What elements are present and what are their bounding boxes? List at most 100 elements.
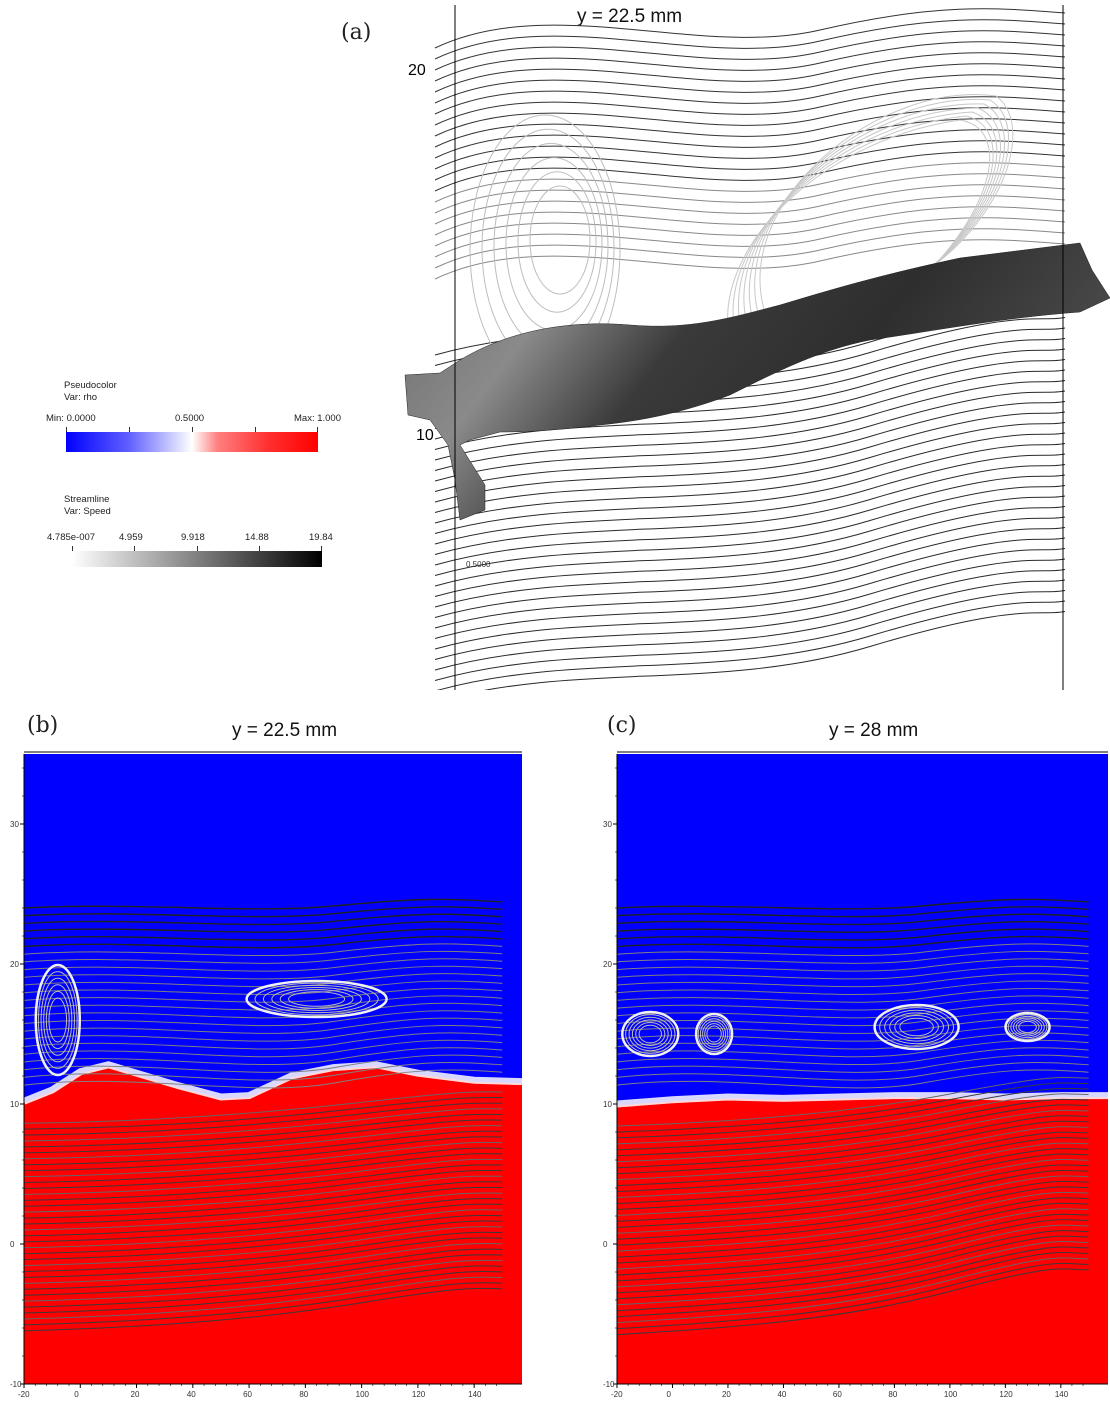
streamline (434, 41, 1066, 82)
panel-a-label: (a) (341, 20, 372, 45)
vortex-streamline (245, 979, 388, 1019)
vortex-streamline (759, 94, 1014, 319)
streamline (23, 1164, 503, 1201)
streamline (434, 590, 1066, 681)
vortex-streamline (727, 119, 991, 341)
streamline (23, 1010, 503, 1027)
vortex-streamline (631, 1019, 669, 1049)
streamline (616, 950, 1089, 964)
density-isosurface (404, 242, 1110, 521)
streamline (616, 1224, 1089, 1288)
vortex-streamline (754, 98, 1010, 321)
streamline (616, 1093, 1089, 1145)
streamline (23, 1209, 503, 1249)
streamline (434, 443, 1066, 534)
streamline-tick-label: 4.785e-007 (47, 532, 96, 543)
streamline (616, 1213, 1089, 1276)
streamline (23, 1259, 503, 1302)
vortex-streamline (34, 963, 82, 1077)
vortex-streamline (625, 1014, 676, 1054)
streamline (616, 1142, 1089, 1199)
streamline (434, 474, 1066, 566)
streamline-colorbar (72, 551, 322, 567)
streamline (616, 1202, 1089, 1264)
streamline (616, 1069, 1089, 1089)
streamline (23, 1254, 503, 1296)
streamline-tick-label: 9.918 (181, 532, 205, 543)
vortex-streamline (1012, 1017, 1043, 1037)
streamline (23, 928, 503, 941)
streamline (616, 1087, 1089, 1139)
streamline (23, 1287, 503, 1332)
streamline (434, 485, 1066, 576)
streamline (434, 369, 1066, 461)
streamline (616, 1186, 1089, 1246)
pseudocolor-legend: Pseudocolor Var: rho Min: 0.0000 0.5000 … (46, 380, 360, 460)
y-tick-label: 0 (10, 1240, 15, 1249)
streamline-tick-label: 4.959 (119, 532, 143, 543)
streamline (616, 1241, 1089, 1306)
streamline (23, 1265, 503, 1308)
streamline (616, 987, 1089, 1003)
streamline (616, 1175, 1089, 1234)
streamline (434, 74, 1066, 115)
streamline (23, 950, 503, 964)
streamline (616, 1137, 1089, 1193)
vortex-streamline (262, 984, 371, 1014)
streamline (23, 995, 503, 1011)
streamline (434, 432, 1066, 524)
streamline (434, 537, 1066, 629)
vortex-streamline (884, 1009, 950, 1045)
heavy-fluid-region (617, 1095, 1108, 1384)
vortex-streamline (635, 1022, 666, 1046)
streamline (616, 1109, 1089, 1163)
x-tick-label: 140 (1055, 1390, 1069, 1399)
streamline (434, 239, 1066, 280)
y-tick-label: 10 (10, 1100, 19, 1109)
streamline (23, 1102, 503, 1136)
streamline (23, 1181, 503, 1219)
vortex-streamline (704, 1023, 724, 1045)
vortex-streamline (1015, 1019, 1040, 1035)
streamline (616, 1047, 1089, 1066)
streamline (434, 96, 1066, 137)
x-tick-label: 80 (299, 1390, 308, 1399)
streamline (434, 52, 1066, 93)
streamline (483, 611, 1066, 690)
vortex-streamline (628, 1016, 673, 1052)
vortex-streamline (894, 1015, 939, 1039)
streamline (23, 920, 503, 933)
streamline (23, 1248, 503, 1290)
streamline (434, 548, 1066, 639)
streamline (434, 506, 1066, 597)
streamline (434, 495, 1066, 587)
streamline (616, 1148, 1089, 1204)
streamline (23, 1069, 503, 1089)
vortex-streamline (899, 1017, 934, 1037)
streamline (434, 19, 1066, 60)
streamline (616, 965, 1089, 980)
pseudocolor-var: Var: rho (64, 392, 98, 403)
pseudocolor-mid: 0.5000 (175, 413, 205, 424)
streamline (434, 569, 1066, 660)
pseudocolor-tick (66, 427, 67, 432)
streamline (23, 1242, 503, 1284)
y-tick-label: 0 (603, 1240, 608, 1249)
vortex-streamline (271, 986, 362, 1012)
panel-a-title: y = 22.5 mm (577, 6, 683, 27)
vortex-streamline (706, 1025, 722, 1043)
streamline (616, 1246, 1089, 1312)
x-tick-label: 80 (888, 1390, 897, 1399)
vortex-streamline (43, 984, 73, 1056)
streamline (616, 1262, 1089, 1330)
streamline (616, 1115, 1089, 1169)
pseudocolor-tick (129, 427, 130, 432)
panel-a-surface-plot: 20 10 0.5000 (404, 5, 1110, 690)
x-tick-label: -20 (18, 1390, 30, 1399)
streamline (434, 516, 1066, 608)
streamline (23, 1214, 503, 1255)
streamline (23, 1091, 503, 1124)
x-tick-label: 0 (666, 1390, 671, 1399)
streamline (23, 1054, 503, 1073)
x-tick-label: 120 (412, 1390, 426, 1399)
